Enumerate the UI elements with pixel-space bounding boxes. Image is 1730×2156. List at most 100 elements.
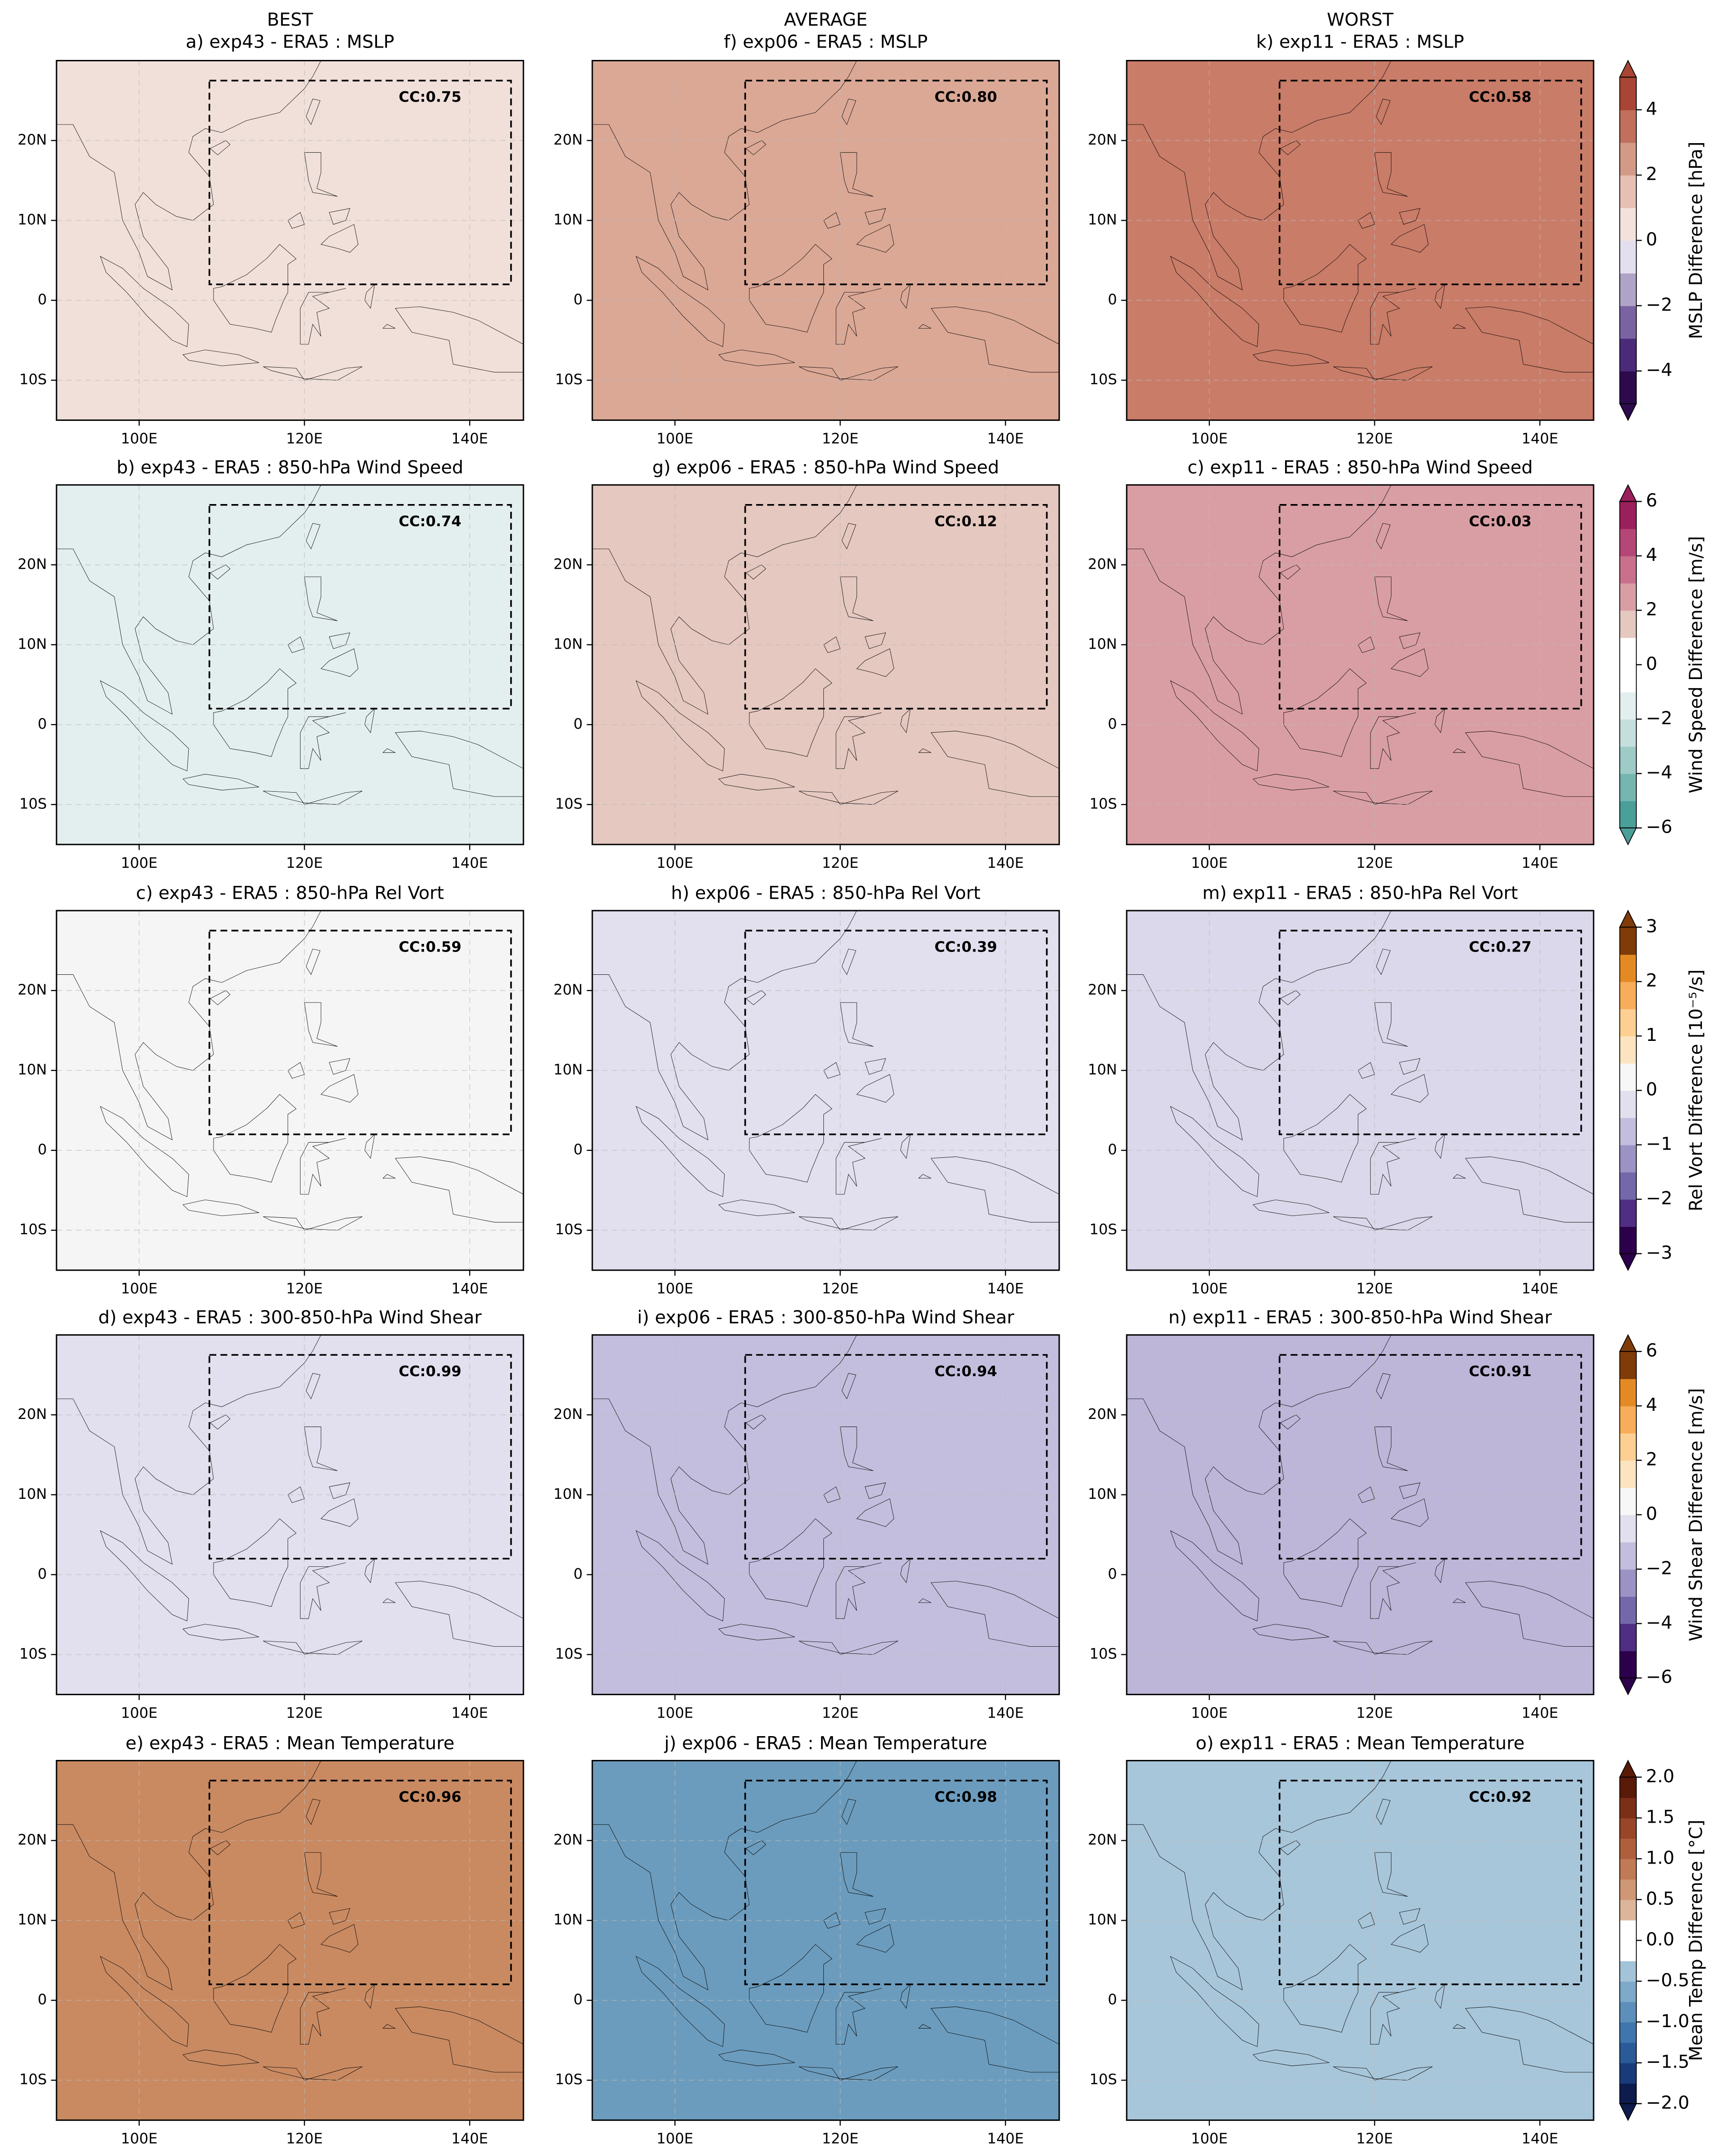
y-tick-label: 10S — [555, 2071, 583, 2088]
colorbar-extend — [1619, 1253, 1637, 1272]
colorbar-tick-label: −2.0 — [1646, 2092, 1689, 2113]
y-tick-label: 0 — [1108, 291, 1117, 308]
y-tick-label: 20N — [18, 132, 47, 148]
x-tick-label: 100E — [657, 855, 693, 872]
x-tick-label: 120E — [1356, 431, 1393, 447]
colorbar-label: Rel Vort Difference [10⁻⁵/s] — [1685, 970, 1706, 1212]
colorbar-tick-label: 0 — [1646, 653, 1657, 674]
field-fill — [1126, 1335, 1594, 1695]
y-tick-label: 0 — [38, 1142, 47, 1158]
panel-frame — [1126, 60, 1595, 421]
panel-frame — [1126, 1760, 1595, 2121]
panel-frame — [591, 60, 1060, 421]
y-tick-label: 0 — [38, 291, 47, 308]
colorbar-bin — [1620, 1226, 1636, 1254]
correlation-label: CC:0.80 — [935, 89, 997, 106]
x-tick-label: 100E — [657, 431, 693, 447]
field-fill — [1126, 1760, 1594, 2120]
y-tick-label: 10N — [553, 1062, 582, 1078]
colorbar-extend — [1619, 59, 1637, 78]
colorbar-label: Wind Shear Difference [m/s] — [1685, 1388, 1706, 1641]
y-tick-label: 10S — [19, 2071, 47, 2088]
x-tick-label: 140E — [1521, 2131, 1558, 2147]
region-box — [208, 1779, 512, 1985]
region-box — [208, 504, 512, 710]
x-tick-label: 120E — [822, 1705, 859, 1722]
colorbar-bin — [1620, 1920, 1636, 1941]
y-tick-label: 10N — [1088, 636, 1117, 652]
y-tick-label: 20N — [18, 1832, 47, 1848]
colorbar-extend — [1619, 403, 1637, 421]
colorbar-bin — [1620, 773, 1636, 801]
colorbar-bin — [1620, 1961, 1636, 1982]
colorbar-tick-label: 2 — [1646, 599, 1657, 620]
region-box — [1278, 1354, 1582, 1560]
y-tick-label: 0 — [573, 1142, 582, 1158]
colorbar-bin — [1620, 746, 1636, 774]
panel-title: b) exp43 - ERA5 : 850-hPa Wind Speed — [116, 457, 464, 478]
panel-title: i) exp06 - ERA5 : 300-850-hPa Wind Shear — [637, 1307, 1015, 1328]
y-tick-label: 20N — [1088, 982, 1117, 999]
colorbar-label: Wind Speed Difference [m/s] — [1685, 536, 1706, 793]
x-tick-label: 100E — [1191, 855, 1227, 872]
colorbar-bin — [1620, 2063, 1636, 2084]
correlation-label: CC:0.03 — [1469, 514, 1532, 530]
colorbar-bin — [1620, 1797, 1636, 1818]
correlation-label: CC:0.96 — [399, 1789, 462, 1806]
y-tick-label: 10S — [1090, 1222, 1117, 1238]
field-fill — [592, 60, 1059, 420]
colorbar-tick-label: 4 — [1646, 98, 1657, 119]
y-tick-label: 10N — [1088, 212, 1117, 228]
panel-frame — [591, 1760, 1060, 2121]
colorbar-tick-label: −4 — [1646, 359, 1672, 380]
colorbar-tick-label: 1 — [1646, 1024, 1657, 1045]
colorbar-tick-label: −4 — [1646, 1612, 1672, 1633]
colorbar-tick-label: 2 — [1646, 970, 1657, 991]
panel-title: c) exp43 - ERA5 : 850-hPa Rel Vort — [136, 883, 444, 903]
colorbar-tick-label: 4 — [1646, 544, 1657, 565]
colorbar-bin — [1620, 1460, 1636, 1488]
x-tick-label: 120E — [822, 1281, 859, 1297]
panel-title: o) exp11 - ERA5 : Mean Temperature — [1196, 1732, 1525, 1753]
y-tick-label: 10N — [553, 1912, 582, 1928]
colorbar-bin — [1620, 954, 1636, 982]
colorbar-bin — [1620, 1515, 1636, 1543]
y-tick-label: 10S — [555, 1646, 583, 1662]
colorbar-bin — [1620, 1651, 1636, 1679]
panel-title: g) exp06 - ERA5 : 850-hPa Wind Speed — [652, 457, 999, 478]
colorbar-bin — [1620, 1063, 1636, 1091]
colorbar-bin — [1620, 664, 1636, 692]
colorbar-bin — [1620, 1940, 1636, 1962]
colorbar-bin — [1620, 1351, 1636, 1379]
x-tick-label: 140E — [451, 855, 488, 872]
x-tick-label: 140E — [987, 1705, 1024, 1722]
colorbar-tick-label: −2 — [1646, 1557, 1672, 1578]
y-tick-label: 0 — [1108, 1142, 1117, 1158]
colorbar-bin — [1620, 1199, 1636, 1227]
x-tick-label: 120E — [1356, 2131, 1393, 2147]
colorbar-tick-label: 6 — [1646, 1340, 1657, 1361]
panel-frame — [1126, 910, 1595, 1271]
x-tick-label: 100E — [121, 1281, 157, 1297]
colorbar-bin — [1620, 927, 1636, 955]
region-box — [1278, 1779, 1582, 1985]
colorbar-tick-label: −2 — [1646, 708, 1672, 728]
region-box — [744, 1354, 1048, 1560]
colorbar-extend — [1619, 910, 1637, 928]
colorbar-extend — [1619, 1334, 1637, 1352]
colorbar-tick-label: 2 — [1646, 1448, 1657, 1469]
colorbar-bin — [1620, 1569, 1636, 1597]
y-tick-label: 20N — [553, 1406, 582, 1423]
correlation-label: CC:0.12 — [935, 514, 997, 530]
x-tick-label: 100E — [121, 2131, 157, 2147]
colorbar-bin — [1620, 1172, 1636, 1200]
field-fill — [1126, 910, 1594, 1271]
x-tick-label: 140E — [987, 2131, 1024, 2147]
y-tick-label: 10S — [1090, 371, 1117, 388]
colorbar-tick-label: 6 — [1646, 490, 1657, 511]
colorbar-bin — [1620, 692, 1636, 720]
colorbar-bin — [1620, 1117, 1636, 1146]
colorbar-tick-label: −1.0 — [1646, 2010, 1689, 2031]
colorbar-bin — [1620, 1487, 1636, 1515]
